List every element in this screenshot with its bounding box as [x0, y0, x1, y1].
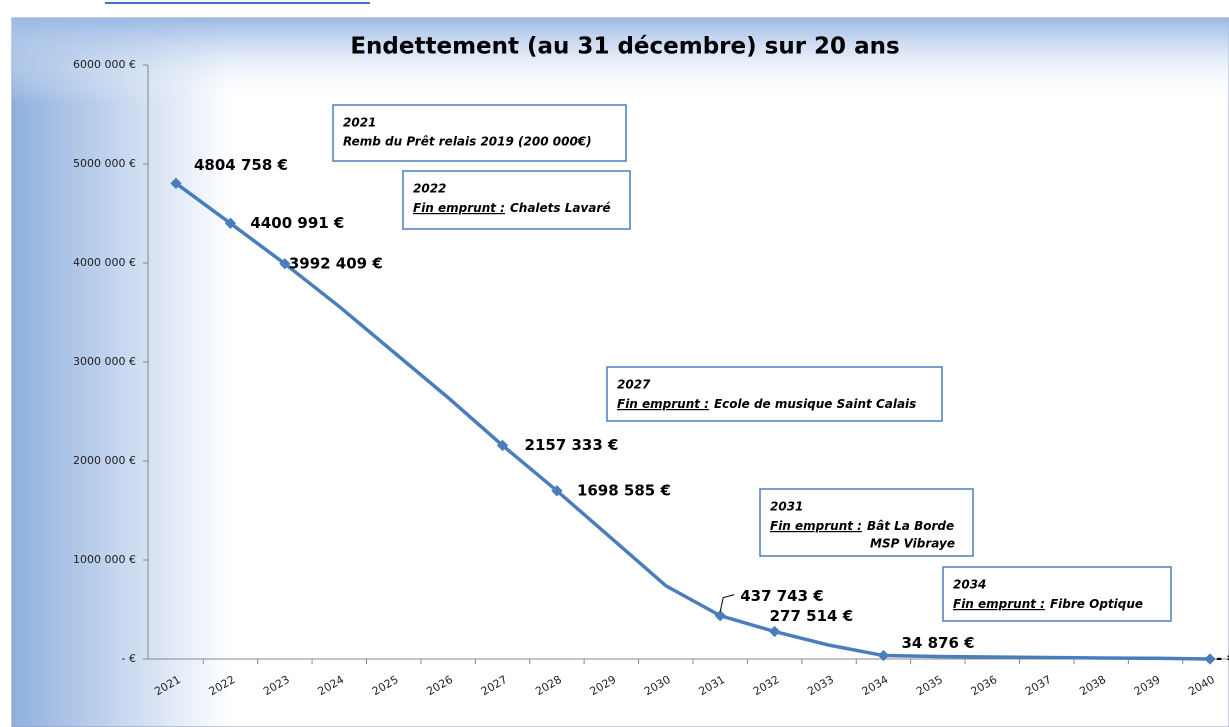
- y-tick-label: - €: [122, 652, 136, 665]
- data-label: 4804 758 €: [194, 156, 288, 174]
- chart-title: Endettement (au 31 décembre) sur 20 ans: [350, 34, 899, 60]
- y-tick-label: 2000 000 €: [73, 454, 136, 467]
- marker: [551, 485, 563, 497]
- y-tick-label: 5000 000 €: [73, 157, 136, 170]
- annotation-year: 2034: [953, 578, 986, 592]
- annotation-text: Chalets Lavaré: [510, 201, 610, 215]
- marker: [279, 258, 291, 270]
- annotation-box: [606, 366, 943, 422]
- annotation-text: Bât La Borde: [867, 519, 954, 533]
- data-label: 2157 333 €: [525, 436, 619, 454]
- annotation-label: Fin emprunt :: [770, 519, 862, 533]
- marker: [496, 439, 509, 452]
- annotation-text: Fibre Optique: [1050, 597, 1143, 611]
- annotation-box: [402, 170, 631, 230]
- annotation-line: Fin emprunt : Fibre Optique: [953, 597, 1143, 611]
- annotation-line: Fin emprunt : Bât La Borde: [770, 519, 954, 533]
- annotation-year: 2027: [617, 378, 651, 392]
- annotation-box: [942, 566, 1172, 622]
- annotation-box: [332, 104, 627, 162]
- annotation-label: Fin emprunt :: [413, 201, 505, 215]
- y-tick-label: 3000 000 €: [73, 355, 136, 368]
- annotation-year: 2021: [343, 116, 376, 130]
- marker: [1204, 653, 1216, 665]
- annotation-label: Fin emprunt :: [617, 397, 709, 411]
- marker: [714, 610, 726, 622]
- y-tick-label: 6000 000 €: [73, 58, 136, 71]
- marker: [224, 217, 237, 229]
- y-tick-label: 4000 000 €: [73, 256, 136, 269]
- data-label: 437 743 €: [740, 587, 824, 605]
- data-label: 34 876 €: [901, 634, 974, 652]
- annotation-text: MSP Vibraye: [870, 537, 955, 551]
- data-label: 3992 409 €: [289, 254, 383, 272]
- leader-line: [719, 594, 735, 612]
- data-label: 4400 991 €: [250, 214, 344, 232]
- annotation-year: 2022: [413, 182, 446, 196]
- annotation-box: [759, 488, 974, 557]
- annotation-text: Ecole de musique Saint Calais: [714, 397, 916, 411]
- y-tick-label: 1000 000 €: [73, 553, 136, 566]
- annotation-text: Remb du Prêt relais 2019 (200 000€): [343, 135, 592, 149]
- annotation-label: Fin emprunt :: [953, 597, 1045, 611]
- data-label: 277 514 €: [770, 607, 854, 625]
- marker: [877, 649, 890, 662]
- line: [174, 181, 1211, 661]
- annotation-line: Fin emprunt : Chalets Lavaré: [413, 201, 610, 215]
- marker: [170, 177, 182, 189]
- annotation-line: Fin emprunt : Ecole de musique Saint Cala…: [617, 397, 916, 411]
- data-label: - €: [1216, 650, 1229, 668]
- marker: [768, 625, 781, 638]
- annotation-year: 2031: [770, 500, 803, 514]
- data-label: 1698 585 €: [577, 481, 671, 499]
